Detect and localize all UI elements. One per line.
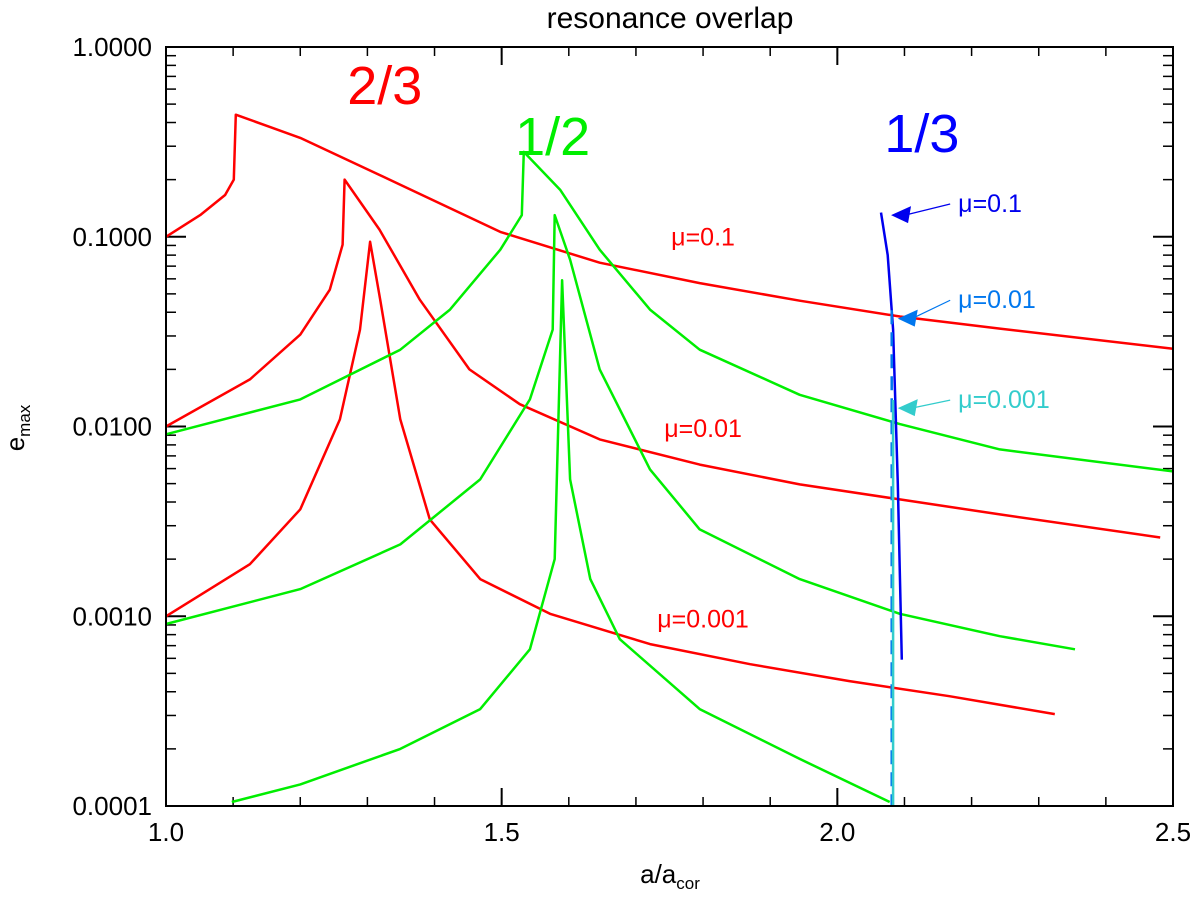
series-line-1-2-mu-0.01: [165, 213, 1076, 651]
resonance-label: 2/3: [347, 56, 422, 116]
x-tick-label: 1.0: [148, 817, 184, 847]
series-line-1-3-mu-0.1: [879, 212, 904, 660]
arrow-line: [911, 299, 951, 320]
series-line-1-2-mu-0.1: [165, 150, 1174, 473]
series-line-2-3-mu-0.01: [165, 178, 1161, 539]
y-tick-label: 0.1000: [72, 222, 152, 252]
resonance-label: 1/2: [515, 107, 590, 167]
arrow-head-icon: [897, 399, 918, 417]
arrow-mu-label: μ=0.01: [958, 286, 1036, 314]
arrow-head-icon: [891, 206, 912, 224]
x-tick-label: 1.5: [484, 817, 520, 847]
mu-label: μ=0.01: [664, 415, 742, 443]
x-tick-label: 2.0: [819, 817, 855, 847]
y-tick-label: 0.0001: [72, 791, 152, 821]
y-tick-label: 1.0000: [72, 32, 152, 62]
arrow-head-icon: [897, 309, 918, 327]
y-tick-label: 0.0100: [72, 412, 152, 442]
x-axis-label: a/acor: [640, 859, 700, 893]
arrow-line: [904, 203, 951, 216]
resonance-label: 1/3: [884, 104, 959, 164]
y-tick-label: 0.0010: [72, 601, 152, 631]
plot-frame: [165, 46, 1174, 807]
x-tick-label: 2.5: [1155, 817, 1191, 847]
series-line-1-2-mu-0.001: [231, 278, 891, 804]
mu-label: μ=0.001: [657, 606, 749, 634]
y-axis-label: emax: [0, 404, 34, 451]
series-line-2-3-mu-0.001: [165, 240, 1056, 716]
arrow-mu-label: μ=0.1: [958, 190, 1022, 218]
arrow-mu-label: μ=0.001: [958, 386, 1050, 414]
mu-label: μ=0.1: [671, 223, 735, 251]
chart-title: resonance overlap: [547, 2, 794, 35]
arrow-line: [911, 399, 951, 409]
series-line-2-3-mu-0.1: [165, 113, 1174, 350]
